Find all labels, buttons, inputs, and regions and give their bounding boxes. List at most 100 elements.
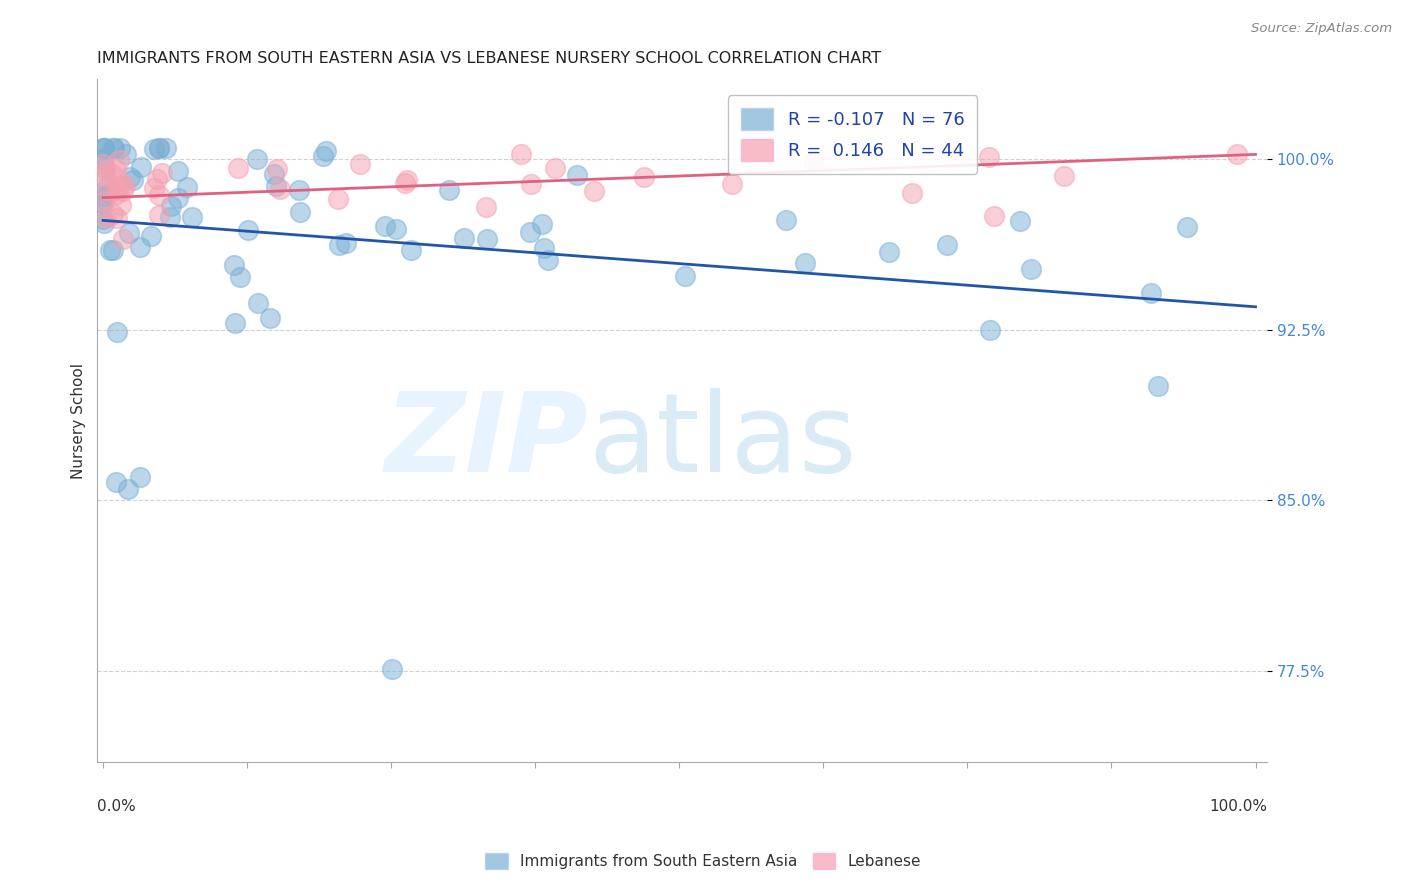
Point [229, 269, 252, 284]
Text: atlas: atlas [589, 387, 858, 494]
Point [146, 172, 169, 186]
Point [544, 161, 567, 175]
Y-axis label: Nursery School: Nursery School [72, 362, 86, 479]
Point [118, 226, 141, 240]
Point [1140, 286, 1163, 301]
Text: 100.0%: 100.0% [1209, 799, 1267, 814]
Point [96, 182, 118, 196]
Point [91, 212, 114, 227]
Point [374, 219, 396, 234]
Point [226, 161, 249, 176]
Point [111, 184, 134, 198]
Point [247, 296, 270, 310]
Point [803, 154, 825, 169]
Point [105, 475, 128, 489]
Point [129, 160, 152, 174]
Point [155, 140, 177, 154]
Point [100, 243, 122, 257]
Point [385, 221, 408, 235]
Point [673, 269, 696, 284]
Point [108, 182, 131, 196]
Point [118, 170, 141, 185]
Text: 0.0%: 0.0% [97, 799, 136, 814]
Point [93, 169, 115, 183]
Point [105, 211, 128, 225]
Point [315, 145, 337, 159]
Point [143, 181, 166, 195]
Point [583, 184, 606, 198]
Point [139, 228, 162, 243]
Point [1175, 219, 1198, 234]
Text: ZIP: ZIP [385, 387, 589, 494]
Point [290, 204, 312, 219]
Point [160, 199, 183, 213]
Point [287, 183, 309, 197]
Point [103, 140, 125, 154]
Point [720, 177, 742, 191]
Point [91, 195, 114, 210]
Point [263, 167, 285, 181]
Point [936, 238, 959, 252]
Point [148, 140, 170, 154]
Point [94, 211, 117, 225]
Point [103, 140, 125, 154]
Point [93, 152, 115, 166]
Point [266, 161, 288, 176]
Point [181, 210, 204, 224]
Point [91, 140, 114, 154]
Text: IMMIGRANTS FROM SOUTH EASTERN ASIA VS LEBANESE NURSERY SCHOOL CORRELATION CHART: IMMIGRANTS FROM SOUTH EASTERN ASIA VS LE… [97, 51, 882, 66]
Point [794, 256, 817, 270]
Point [259, 311, 281, 326]
Point [176, 180, 198, 194]
Point [159, 210, 181, 224]
Point [224, 258, 246, 272]
Point [167, 164, 190, 178]
Point [105, 325, 128, 339]
Point [533, 241, 555, 255]
Point [97, 178, 120, 192]
Point [349, 157, 371, 171]
Point [111, 231, 134, 245]
Point [537, 253, 560, 268]
Point [94, 161, 117, 175]
Point [633, 169, 655, 184]
Point [396, 173, 419, 187]
Point [107, 178, 129, 193]
Point [269, 182, 291, 196]
Point [150, 166, 173, 180]
Point [474, 200, 496, 214]
Point [114, 146, 136, 161]
Point [101, 243, 124, 257]
Point [264, 179, 287, 194]
Point [877, 244, 900, 259]
Point [93, 140, 115, 154]
Point [91, 157, 114, 171]
Point [148, 187, 170, 202]
Point [1010, 214, 1032, 228]
Point [983, 209, 1005, 223]
Point [328, 238, 350, 252]
Point [1147, 378, 1170, 392]
Point [977, 150, 1000, 164]
Point [91, 193, 114, 207]
Point [477, 232, 499, 246]
Point [105, 186, 128, 201]
Point [901, 186, 924, 200]
Point [105, 161, 128, 176]
Point [381, 661, 404, 675]
Point [91, 194, 114, 209]
Point [114, 178, 136, 192]
Point [93, 163, 115, 178]
Point [246, 153, 269, 167]
Point [110, 140, 132, 154]
Point [103, 207, 125, 221]
Point [93, 216, 115, 230]
Point [520, 178, 543, 192]
Point [567, 169, 589, 183]
Point [108, 153, 131, 167]
Point [519, 225, 541, 239]
Point [979, 323, 1001, 337]
Point [148, 140, 170, 154]
Point [312, 149, 335, 163]
Point [224, 316, 246, 330]
